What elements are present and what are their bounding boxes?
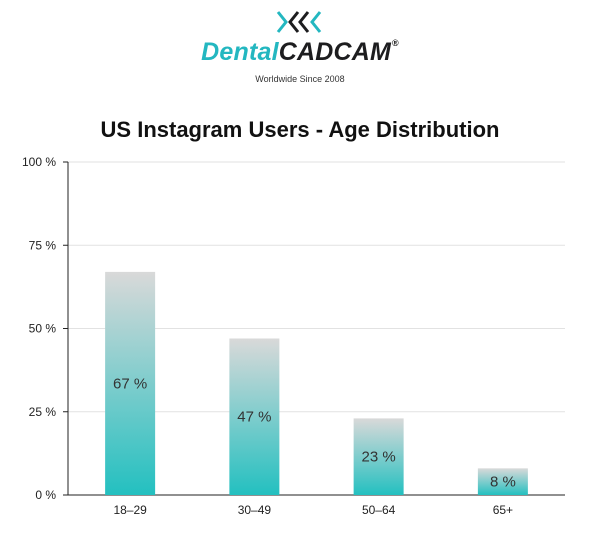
bar-data-label: 47 % — [237, 409, 271, 426]
registered-mark: ® — [392, 38, 399, 48]
bar-data-label: 67 % — [113, 375, 147, 392]
bar-50–64 — [353, 418, 404, 495]
y-tick-label: 100 % — [22, 155, 56, 169]
chart-title: US Instagram Users - Age Distribution — [100, 117, 500, 142]
y-tick-label: 0 % — [35, 488, 56, 502]
x-tick-label: 30–49 — [238, 503, 272, 517]
bar-30–49 — [229, 338, 280, 495]
brand-name-cadcam: CADCAM — [278, 38, 392, 66]
bar-data-label: 23 % — [362, 449, 396, 466]
bar-65+ — [477, 468, 528, 495]
x-tick-label: 18–29 — [113, 503, 147, 517]
x-tick-label: 50–64 — [362, 503, 396, 517]
dcc-chevrons-icon — [276, 11, 322, 33]
logo: DentalCADCAM® Worldwide Since 2008 — [0, 0, 600, 100]
bar-18–29 — [105, 271, 156, 495]
brand-name: DentalCADCAM® — [0, 38, 600, 67]
bar-data-label: 8 % — [490, 474, 516, 491]
y-tick-label: 75 % — [29, 238, 57, 252]
y-tick-label: 25 % — [29, 405, 57, 419]
labels: 0 % 25 % 50 % 75 % 100 % 67 % 18–29 47 % 30–49 23… — [22, 155, 516, 517]
x-tick-label: 65+ — [493, 503, 513, 517]
y-tick-label: 50 % — [29, 322, 57, 336]
bars — [105, 271, 528, 495]
brand-name-dental: Dental — [201, 38, 279, 66]
brand-tagline: Worldwide Since 2008 — [255, 74, 345, 84]
